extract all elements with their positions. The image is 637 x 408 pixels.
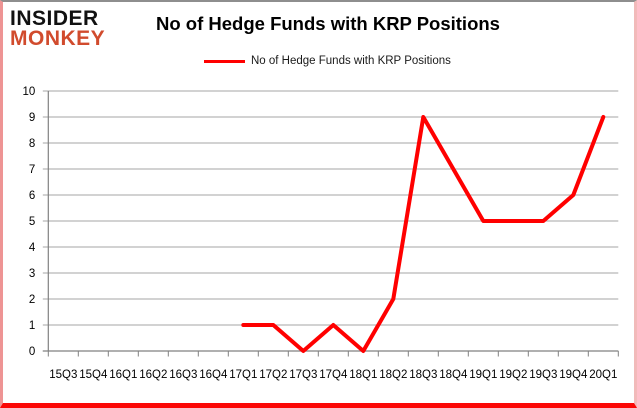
x-category-label: 16Q4 <box>199 369 228 381</box>
y-tick-label: 0 <box>29 346 35 358</box>
logo-text-monkey: MONKEY <box>10 27 106 50</box>
x-category-label: 17Q3 <box>289 369 317 381</box>
y-tick-label: 9 <box>29 112 35 124</box>
y-tick-label: 7 <box>29 164 35 176</box>
x-category-label: 16Q2 <box>139 369 167 381</box>
y-tick-label: 6 <box>29 190 35 202</box>
x-category-label: 19Q4 <box>559 369 588 381</box>
x-category-label: 16Q1 <box>109 369 137 381</box>
x-category-label: 17Q1 <box>229 369 257 381</box>
x-category-label: 17Q2 <box>259 369 287 381</box>
y-tick-label: 2 <box>29 294 35 306</box>
logo-text-insider: INSIDER <box>10 7 99 30</box>
legend-line-swatch <box>204 59 245 63</box>
x-category-label: 18Q1 <box>349 369 377 381</box>
x-category-label: 18Q2 <box>379 369 407 381</box>
y-tick-label: 5 <box>29 216 35 228</box>
x-category-label: 19Q2 <box>499 369 527 381</box>
y-tick-label: 10 <box>23 86 36 98</box>
x-category-label: 16Q3 <box>169 369 197 381</box>
x-category-label: 20Q1 <box>589 369 617 381</box>
y-tick-label: 4 <box>29 242 36 254</box>
x-category-label: 17Q4 <box>319 369 348 381</box>
chart-title: No of Hedge Funds with KRP Positions <box>156 13 500 34</box>
x-category-label: 19Q1 <box>469 369 497 381</box>
x-category-label: 18Q4 <box>439 369 468 381</box>
legend-label: No of Hedge Funds with KRP Positions <box>251 55 451 67</box>
series-line <box>241 115 606 353</box>
y-tick-label: 1 <box>29 320 35 332</box>
x-category-label: 19Q3 <box>529 369 557 381</box>
chart-legend: No of Hedge Funds with KRP Positions <box>204 55 451 67</box>
y-tick-label: 8 <box>29 138 35 150</box>
y-tick-label: 3 <box>29 268 35 280</box>
insider-monkey-logo: INSIDER MONKEY <box>10 7 106 50</box>
x-category-label: 15Q3 <box>49 369 77 381</box>
x-category-label: 15Q4 <box>79 369 108 381</box>
x-category-label: 18Q3 <box>409 369 437 381</box>
